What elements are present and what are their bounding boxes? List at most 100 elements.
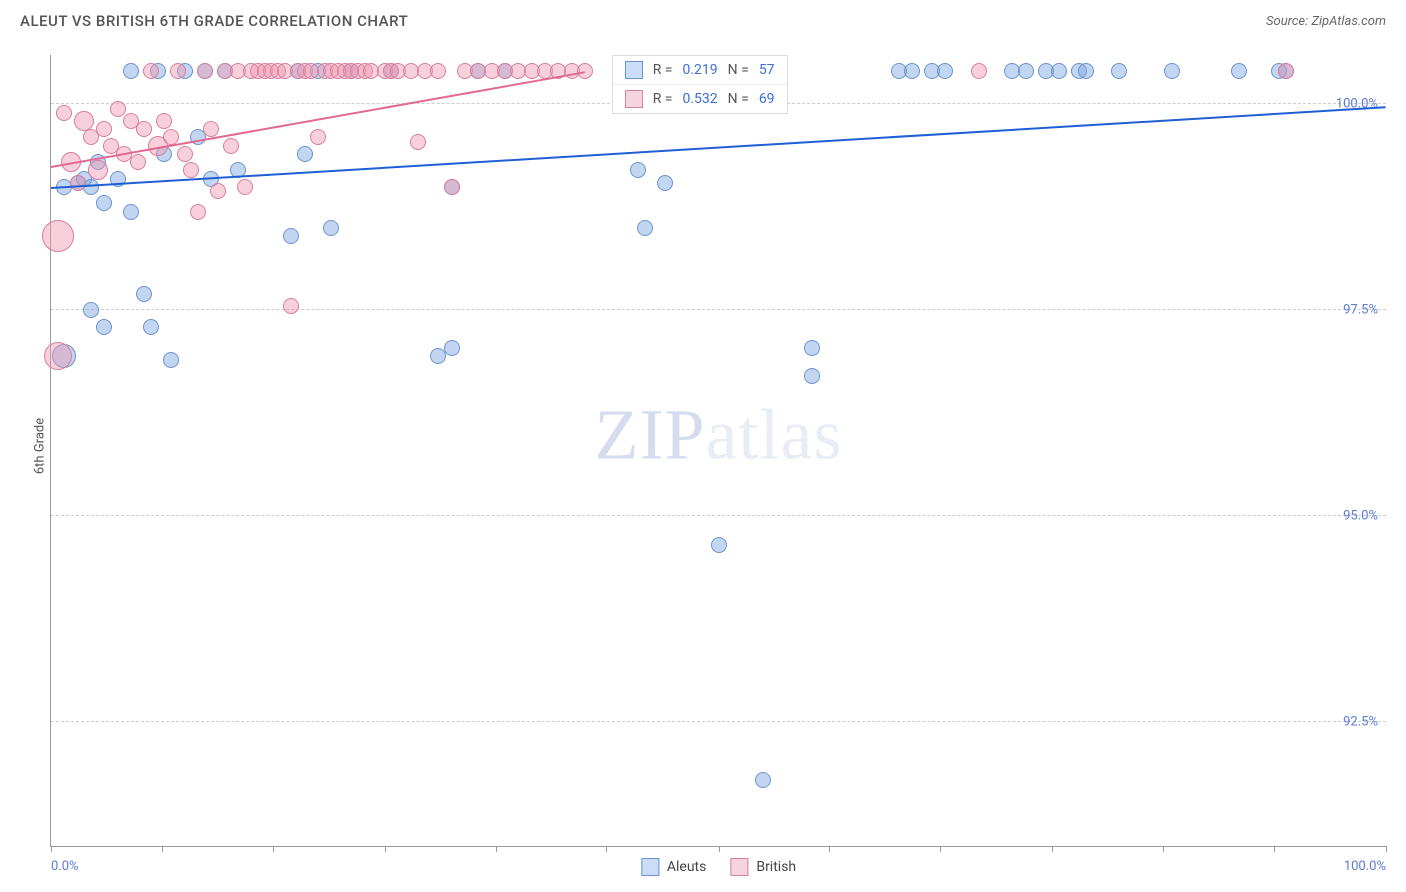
stats-legend-row: R = 0.219 N = 57 (613, 56, 787, 85)
x-tick (496, 846, 497, 852)
data-point (197, 63, 213, 79)
x-tick (1052, 846, 1053, 852)
data-point (283, 298, 299, 314)
data-point (123, 204, 139, 220)
stats-legend: R = 0.219 N = 57 R = 0.532 N = 69 (612, 55, 788, 114)
data-point (177, 146, 193, 162)
stat-n-value: 69 (759, 91, 775, 107)
data-point (711, 537, 727, 553)
data-point (136, 286, 152, 302)
data-point (1164, 63, 1180, 79)
stat-n-value: 57 (759, 62, 775, 78)
data-point (1018, 63, 1034, 79)
data-point (755, 772, 771, 788)
stat-n-label: N = (728, 91, 749, 107)
data-point (190, 204, 206, 220)
x-tick (1386, 846, 1387, 852)
data-point (110, 101, 126, 117)
data-point (136, 121, 152, 137)
data-point (637, 220, 653, 236)
data-point (237, 179, 253, 195)
data-point (123, 63, 139, 79)
stat-n-label: N = (728, 62, 749, 78)
data-point (904, 63, 920, 79)
x-tick-label: 0.0% (51, 859, 79, 874)
watermark-atlas: atlas (706, 394, 843, 474)
source-link[interactable]: ZipAtlas.com (1311, 14, 1386, 29)
legend-item: Aleuts (641, 858, 706, 876)
stat-r-value: 0.219 (682, 62, 717, 78)
data-point (310, 129, 326, 145)
data-point (42, 220, 74, 252)
data-point (1231, 63, 1247, 79)
x-tick (606, 846, 607, 852)
data-point (96, 195, 112, 211)
y-axis-label: 6th Grade (33, 418, 48, 474)
legend-item: British (730, 858, 796, 876)
data-point (130, 154, 146, 170)
stat-r-value: 0.532 (682, 91, 717, 107)
data-point (44, 342, 72, 370)
watermark: ZIPatlas (595, 393, 843, 476)
legend-swatch (625, 61, 643, 79)
data-point (83, 302, 99, 318)
data-point (804, 340, 820, 356)
source-attribution: Source: ZipAtlas.com (1266, 14, 1386, 29)
data-point (630, 162, 646, 178)
x-tick (829, 846, 830, 852)
chart-title: ALEUT VS BRITISH 6TH GRADE CORRELATION C… (20, 12, 408, 30)
chart-area: ZIPatlas 92.5%95.0%97.5%100.0%0.0%100.0%… (50, 55, 1386, 847)
y-tick-label: 92.5% (1343, 715, 1378, 730)
data-point (170, 63, 186, 79)
data-point (70, 175, 86, 191)
data-point (156, 113, 172, 129)
plot-region: ZIPatlas 92.5%95.0%97.5%100.0%0.0%100.0%… (50, 55, 1386, 847)
data-point (163, 352, 179, 368)
legend-swatch (625, 90, 643, 108)
data-point (804, 368, 820, 384)
watermark-zip: ZIP (595, 394, 706, 474)
data-point (323, 220, 339, 236)
data-point (74, 111, 94, 131)
stats-legend-row: R = 0.532 N = 69 (613, 85, 787, 113)
x-tick (1163, 846, 1164, 852)
trend-line (51, 106, 1386, 189)
data-point (1278, 63, 1294, 79)
legend-label: British (756, 859, 796, 875)
gridline (51, 721, 1386, 722)
stat-r-label: R = (653, 62, 673, 78)
x-tick-label: 100.0% (1344, 859, 1386, 874)
data-point (143, 63, 159, 79)
data-point (444, 179, 460, 195)
gridline (51, 309, 1386, 310)
data-point (210, 183, 226, 199)
data-point (223, 138, 239, 154)
x-tick (162, 846, 163, 852)
x-tick (1274, 846, 1275, 852)
stat-r-label: R = (653, 91, 673, 107)
data-point (1051, 63, 1067, 79)
source-prefix: Source: (1266, 14, 1311, 29)
y-tick-label: 97.5% (1343, 303, 1378, 318)
data-point (96, 121, 112, 137)
data-point (971, 63, 987, 79)
data-point (283, 228, 299, 244)
data-point (96, 319, 112, 335)
data-point (657, 175, 673, 191)
data-point (56, 105, 72, 121)
data-point (430, 63, 446, 79)
gridline (51, 515, 1386, 516)
x-tick (719, 846, 720, 852)
data-point (143, 319, 159, 335)
data-point (1111, 63, 1127, 79)
data-point (1078, 63, 1094, 79)
y-tick-label: 95.0% (1343, 509, 1378, 524)
x-tick (940, 846, 941, 852)
data-point (203, 121, 219, 137)
data-point (183, 162, 199, 178)
data-point (410, 134, 426, 150)
x-tick (273, 846, 274, 852)
series-legend: Aleuts British (641, 858, 796, 876)
data-point (444, 340, 460, 356)
legend-swatch (730, 858, 748, 876)
